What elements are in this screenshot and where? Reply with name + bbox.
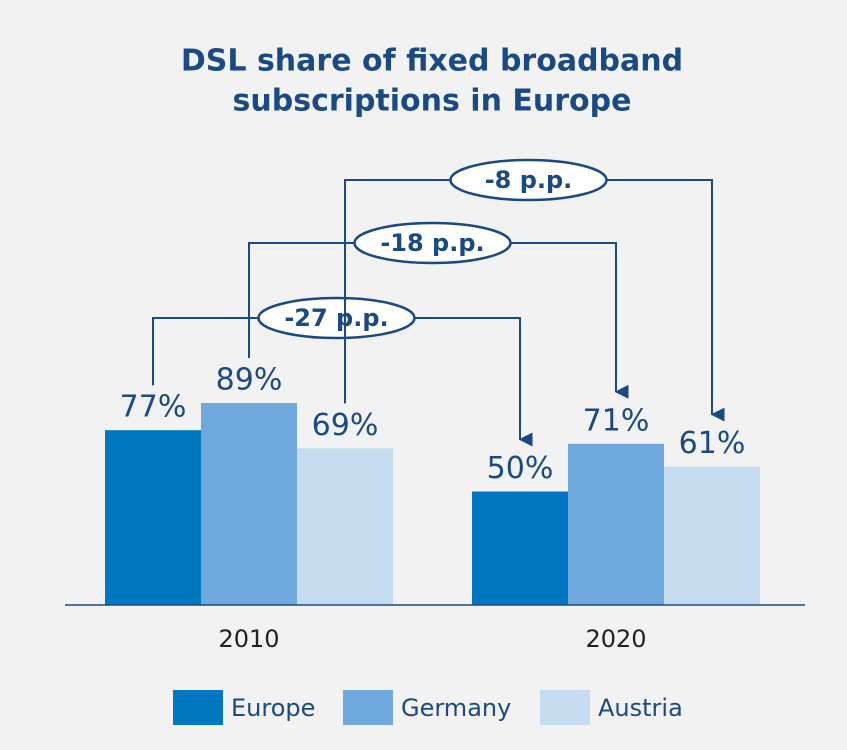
value-label: 77% xyxy=(120,390,187,425)
legend-swatch xyxy=(540,690,590,725)
change-label: -18 p.p. xyxy=(380,229,484,257)
bar xyxy=(105,430,201,605)
change-label: -27 p.p. xyxy=(284,304,388,332)
legend-label: Europe xyxy=(231,694,315,722)
legend-label: Austria xyxy=(598,694,683,722)
value-label: 69% xyxy=(312,408,379,443)
chart-title: DSL share of fixed broadband xyxy=(181,44,683,79)
legend-swatch xyxy=(173,690,223,725)
value-label: 61% xyxy=(679,426,746,461)
value-label: 71% xyxy=(583,403,650,438)
x-tick-label: 2010 xyxy=(218,625,279,653)
change-badge xyxy=(449,158,608,202)
bar xyxy=(568,443,664,605)
change-badge xyxy=(353,221,512,265)
chart-title: subscriptions in Europe xyxy=(233,84,632,119)
legend-swatch xyxy=(343,690,393,725)
legend-label: Germany xyxy=(401,694,511,722)
value-label: 89% xyxy=(216,362,283,397)
bar xyxy=(664,466,760,605)
value-label: 50% xyxy=(487,451,554,486)
bar xyxy=(297,448,393,605)
change-badge xyxy=(257,296,416,340)
x-tick-label: 2020 xyxy=(585,625,646,653)
change-label: -8 p.p. xyxy=(485,166,573,194)
bar xyxy=(472,491,568,605)
bar xyxy=(201,402,297,605)
